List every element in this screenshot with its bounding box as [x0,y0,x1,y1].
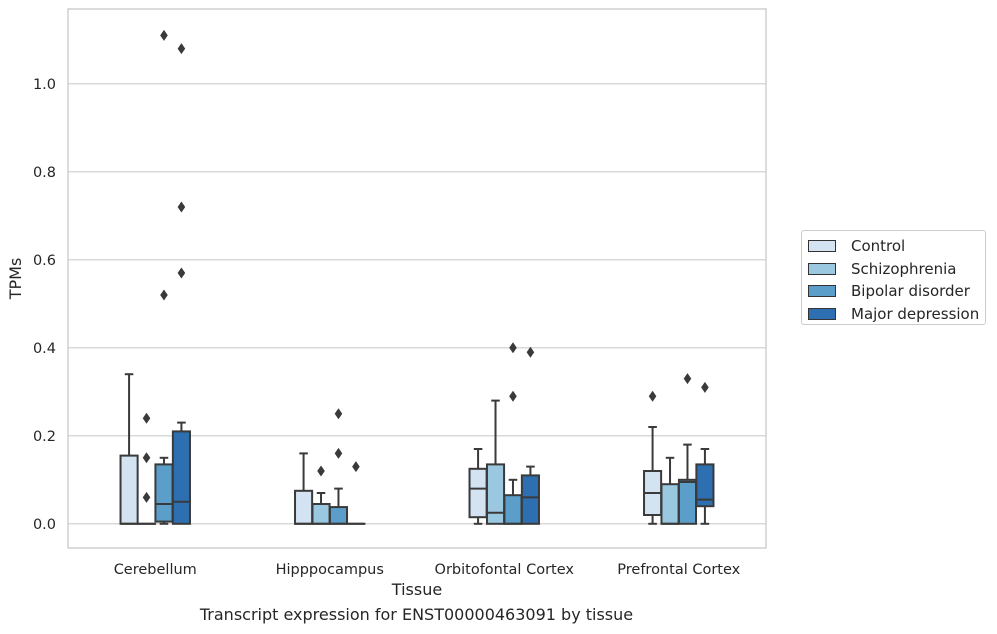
outlier-point [683,373,692,385]
legend-swatch [808,262,836,275]
x-tick-label: Cerebellum [114,562,197,578]
x-tick-label: Hipppocampus [276,562,384,578]
outlier-point [177,267,186,279]
y-tick-label: 1.0 [33,77,56,93]
outlier-point [177,43,186,55]
outlier-point [509,390,517,402]
figure-caption: Transcript expression for ENST0000046309… [199,605,634,624]
outlier-point [334,447,343,459]
legend-label: Schizophrenia [851,259,957,278]
outlier-point [317,465,325,477]
box [311,503,331,525]
outlier-point [142,452,151,464]
legend-swatch [808,307,836,320]
outlier-point [526,346,535,358]
legend-label: Control [851,237,906,256]
box [520,474,540,525]
legend-label: Major depression [851,304,980,323]
box [119,454,139,525]
legend-item: Bipolar disorder [808,280,985,303]
legend: Control Schizophrenia Bipolar disorder Majo… [801,230,986,325]
outlier-point [352,461,360,473]
legend-item: Schizophrenia [808,258,985,281]
box [660,483,680,525]
x-tick-label: Prefrontal Cortex [617,562,740,578]
y-axis-label: TPMs [6,258,25,301]
outlier-point [648,390,657,402]
box [677,478,698,525]
x-tick-label: Orbitofontal Cortex [435,562,575,578]
box [294,489,314,525]
outlier-point [701,381,709,393]
box [468,467,488,519]
legend-item: Major depression [808,303,985,326]
y-tick-label: 0.0 [33,517,56,533]
legend-swatch [808,285,836,298]
outlier-point [160,289,168,301]
box [328,506,349,525]
legend-label: Bipolar disorder [851,282,970,301]
plot-frame [67,8,767,549]
outlier-point [334,408,343,420]
outlier-point [160,29,168,41]
y-tick-label: 0.6 [33,253,56,269]
box [695,463,715,508]
outlier-point [142,491,151,503]
outlier-point [142,412,151,424]
box [503,494,523,525]
outlier-point [509,342,517,354]
outlier-point [177,201,186,213]
box [485,463,506,525]
legend-item: Control [808,235,985,258]
legend-swatch [808,240,836,253]
y-tick-label: 0.4 [33,341,56,357]
y-tick-label: 0.8 [33,165,56,181]
box [154,463,174,523]
x-axis-label: Tissue [391,580,442,599]
y-tick-label: 0.2 [33,429,56,445]
box [171,430,191,525]
